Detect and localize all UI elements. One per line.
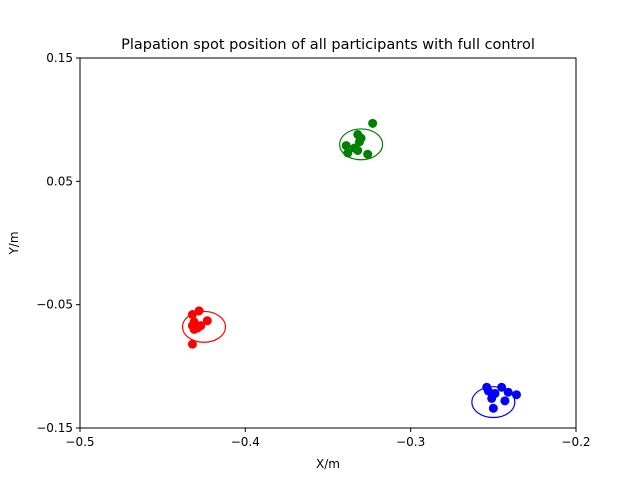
y-tick-label: 0.05 (46, 174, 73, 188)
data-point (487, 393, 497, 403)
data-point (194, 306, 204, 316)
y-tick-label: −0.05 (36, 298, 73, 312)
data-point (189, 324, 199, 334)
data-point (341, 141, 351, 151)
data-point (187, 310, 197, 320)
chart-title: Plapation spot position of all participa… (121, 37, 535, 53)
plot-area (181, 118, 521, 419)
cluster-ellipse (471, 386, 516, 419)
x-tick-label: −0.4 (231, 435, 260, 449)
y-axis: −0.15 −0.05 0.05 0.15 (36, 51, 80, 435)
data-point (368, 118, 378, 128)
plot-frame (79, 57, 577, 429)
data-point (511, 390, 521, 400)
data-point (363, 149, 373, 159)
x-tick-label: −0.5 (65, 435, 94, 449)
x-tick-label: −0.3 (396, 435, 425, 449)
x-tick-label: −0.2 (561, 435, 590, 449)
data-point (353, 146, 363, 155)
data-point (500, 396, 510, 406)
x-axis: −0.5 −0.4 −0.3 −0.2 (65, 428, 591, 449)
data-point (187, 339, 197, 349)
cluster-ellipse (338, 128, 384, 161)
data-point (202, 316, 212, 326)
y-tick-label: 0.15 (46, 51, 73, 65)
cluster-ellipse (181, 310, 227, 343)
x-axis-label: X/m (316, 457, 340, 471)
y-tick-label: −0.15 (36, 421, 73, 435)
data-point (354, 137, 364, 147)
y-axis-label: Y/m (7, 231, 21, 255)
data-point (488, 403, 498, 413)
